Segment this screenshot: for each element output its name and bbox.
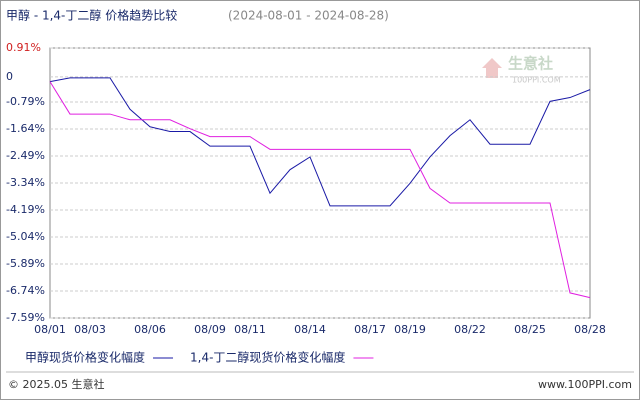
series-line (49, 81, 591, 299)
watermark-name: 生意社 (508, 55, 553, 73)
watermark: 生意社 100PPI.COM (482, 55, 561, 85)
chart-title: 甲醇 - 1,4-丁二醇 价格趋势比较 (6, 8, 177, 23)
y-tick-label: -1.64% (6, 122, 45, 135)
x-tick-label: 08/01 (34, 323, 66, 336)
footer-left: © 2025.05 生意社 (8, 377, 104, 391)
y-tick-label: 0 (6, 70, 13, 83)
y-tick-label: -0.79% (6, 95, 45, 108)
x-tick-label: 08/19 (394, 323, 426, 336)
footer-right: www.100PPI.com (538, 378, 632, 391)
x-tick-label: 08/25 (514, 323, 546, 336)
y-tick-label: -4.19% (6, 203, 45, 216)
chart-subtitle: (2024-08-01 - 2024-08-28) (228, 9, 389, 23)
y-tick-label: -7.59% (6, 311, 45, 324)
x-tick-label: 08/09 (194, 323, 226, 336)
x-tick-label: 08/03 (74, 323, 106, 336)
x-tick-label: 08/28 (574, 323, 606, 336)
y-tick-label: -5.04% (6, 230, 45, 243)
y-tick-label: 0.91% (6, 41, 41, 54)
legend-label: 1,4-丁二醇现货价格变化幅度 (190, 350, 345, 365)
legend-label: 甲醇现货价格变化幅度 (25, 350, 145, 365)
y-tick-label: -5.89% (6, 257, 45, 270)
x-tick-label: 08/22 (454, 323, 486, 336)
x-tick-label: 08/06 (134, 323, 166, 336)
y-tick-label: -3.34% (6, 176, 45, 189)
watermark-icon (482, 58, 502, 78)
watermark-site: 100PPI.COM (512, 76, 561, 85)
y-tick-label: -2.49% (6, 149, 45, 162)
x-tick-label: 08/17 (354, 323, 386, 336)
x-tick-label: 08/14 (294, 323, 326, 336)
series-line (49, 77, 591, 207)
x-tick-label: 08/11 (234, 323, 266, 336)
y-tick-label: -6.74% (6, 284, 45, 297)
